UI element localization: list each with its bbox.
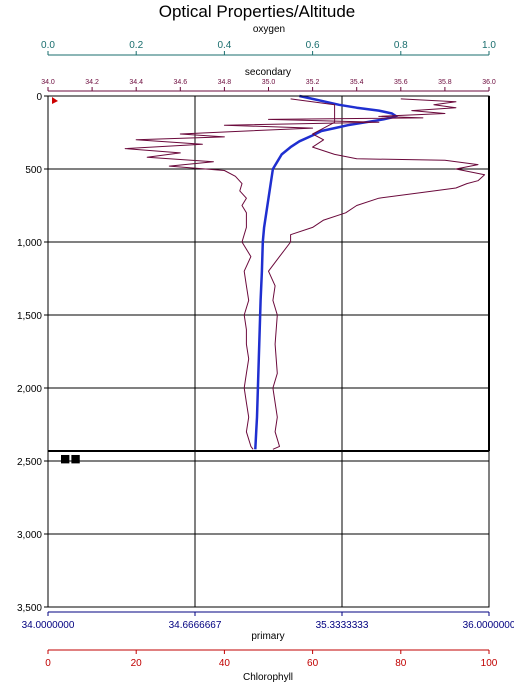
bottom-marker: ■■ [60,452,81,465]
oxygen-tick-label: 0.6 [306,40,320,51]
secondary-tick-label: 35.8 [438,79,452,86]
oxygen-tick-label: 1.0 [482,40,496,51]
secondary-profile-left [124,98,457,450]
secondary-tick-label: 34.4 [129,79,143,86]
secondary-profile-right [268,98,486,450]
top-marker-icon [52,97,58,104]
y-tick-label: 1,500 [17,311,42,322]
oxygen-tick-label: 0.0 [41,40,55,51]
y-tick-label: 2,000 [17,384,42,395]
secondary-tick-label: 35.6 [394,79,408,86]
secondary-tick-label: 35.0 [262,79,276,86]
primary-tick-label: 34.0000000 [22,620,75,631]
oxygen-profile-line [254,94,398,450]
y-tick-label: 500 [25,165,42,176]
chart-title: Optical Properties/Altitude [159,2,356,21]
chlorophyll-tick-label: 100 [481,658,498,669]
secondary-tick-label: 34.0 [41,79,55,86]
y-tick-label: 0 [36,92,42,103]
chlorophyll-tick-label: 40 [219,658,231,669]
oxygen-tick-label: 0.4 [217,40,231,51]
y-tick-label: 3,500 [17,603,42,614]
y-tick-label: 2,500 [17,457,42,468]
secondary-tick-label: 35.4 [350,79,364,86]
secondary-tick-label: 35.2 [306,79,320,86]
secondary-tick-label: 34.8 [218,79,232,86]
chlorophyll-axis-label: Chlorophyll [243,672,293,683]
primary-axis: 34.0000000 34.6666667 35.3333333 36.0000000… [22,611,514,642]
primary-tick-label: 36.0000000 [463,620,514,631]
chlorophyll-tick-label: 60 [307,658,319,669]
secondary-tick-label: 36.0 [482,79,496,86]
chlorophyll-tick-label: 80 [395,658,407,669]
plot-area: 0 500 1,000 1,500 2,000 2,500 3,000 3,500 ■■ [17,92,490,614]
oxygen-tick-label: 0.8 [394,40,408,51]
primary-axis-label: primary [251,631,284,642]
secondary-axis: secondary 34.0 34.2 34.4 34.6 34.8 35.0 35.2 35… [41,67,496,92]
y-tick-label: 3,000 [17,530,42,541]
oxygen-axis-label: oxygen [253,24,285,35]
secondary-tick-label: 34.2 [85,79,99,86]
primary-tick-label: 34.6666667 [169,620,222,631]
primary-tick-label: 35.3333333 [316,620,369,631]
y-tick-label: 1,000 [17,238,42,249]
secondary-axis-label: secondary [245,67,291,78]
chlorophyll-axis: 0 20 40 60 80 100 Chlorophyll [45,649,498,683]
chlorophyll-tick-label: 0 [45,658,51,669]
oxygen-axis: oxygen 0.0 0.2 0.4 0.6 0.8 1.0 [41,24,496,56]
chlorophyll-tick-label: 20 [131,658,143,669]
secondary-tick-label: 34.6 [173,79,187,86]
oxygen-tick-label: 0.2 [129,40,143,51]
